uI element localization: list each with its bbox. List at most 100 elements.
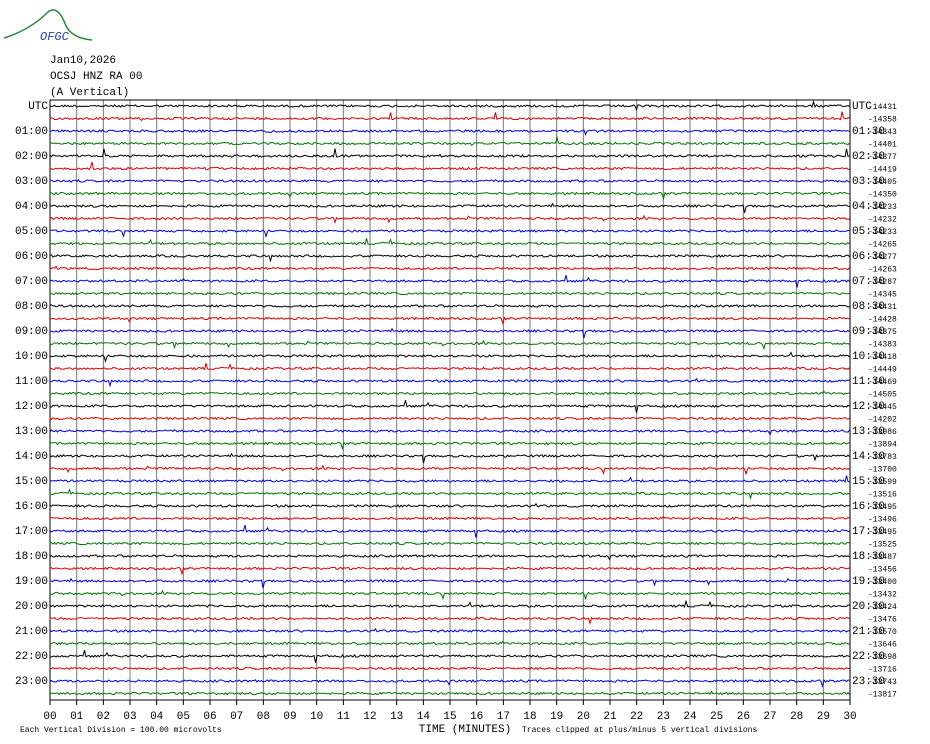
trace xyxy=(49,274,850,288)
title-line: Jan10,2026 xyxy=(50,55,116,67)
trace xyxy=(49,129,850,136)
trace xyxy=(49,202,850,214)
left-time-label: 12:00 xyxy=(15,401,48,413)
trace xyxy=(49,577,850,589)
right-time-label: 19:30 xyxy=(852,576,885,588)
left-time-label: 09:00 xyxy=(15,326,48,338)
x-tick-label: 02 xyxy=(97,711,110,723)
note: Each Vertical Division = 100.00 microvol… xyxy=(20,726,222,735)
left-time-label: 10:00 xyxy=(15,351,48,363)
right-time-label: 18:30 xyxy=(852,551,885,563)
left-time-label: 19:00 xyxy=(15,576,48,588)
row-offset: -14265 xyxy=(868,241,897,250)
left-time-label: 16:00 xyxy=(15,501,48,513)
right-time-label: 07:30 xyxy=(852,276,885,288)
trace xyxy=(49,452,850,464)
trace xyxy=(49,678,850,689)
left-time-label: 20:00 xyxy=(15,601,48,613)
x-tick-label: 24 xyxy=(683,711,697,723)
trace xyxy=(49,488,850,501)
row-offset: -13570 xyxy=(868,628,897,637)
trace xyxy=(49,690,850,696)
trace xyxy=(49,339,850,351)
row-offset: -13456 xyxy=(868,566,897,575)
trace xyxy=(49,566,850,576)
trace xyxy=(49,265,850,271)
trace xyxy=(49,627,850,633)
row-offset: -13894 xyxy=(868,441,897,450)
right-time-label: 08:30 xyxy=(852,301,885,313)
right-time-label: 20:30 xyxy=(852,601,885,613)
row-offset: -14419 xyxy=(868,166,897,175)
trace xyxy=(49,502,850,508)
right-time-label: 12:30 xyxy=(852,401,885,413)
x-tick-label: 11 xyxy=(337,711,351,723)
left-time-label: 23:00 xyxy=(15,676,48,688)
row-offset: -14375 xyxy=(868,328,897,337)
row-offset: -13716 xyxy=(868,666,897,675)
row-offset: -13698 xyxy=(868,653,897,662)
trace xyxy=(49,600,850,609)
row-offset: -14469 xyxy=(868,378,897,387)
title-line: (A Vertical) xyxy=(50,87,129,99)
trace xyxy=(49,554,850,561)
row-offset: -14431 xyxy=(868,303,897,312)
row-offset: -13496 xyxy=(868,516,897,525)
row-offset: -13700 xyxy=(868,466,897,475)
right-time-label: 05:30 xyxy=(852,226,885,238)
right-time-label: 13:30 xyxy=(852,426,885,438)
trace xyxy=(49,191,850,201)
row-offset: -13783 xyxy=(868,453,897,462)
row-offset: -14505 xyxy=(868,391,897,400)
right-time-label: 16:30 xyxy=(852,501,885,513)
x-tick-label: 00 xyxy=(43,711,56,723)
right-time-label: 09:30 xyxy=(852,326,885,338)
right-time-label: 04:30 xyxy=(852,201,885,213)
x-tick-label: 12 xyxy=(363,711,376,723)
row-offset: -13525 xyxy=(868,541,897,550)
trace xyxy=(49,399,850,413)
left-time-label: UTC xyxy=(28,101,48,113)
trace xyxy=(49,441,850,451)
row-offset: -13646 xyxy=(868,641,897,650)
trace xyxy=(49,304,850,308)
x-tick-label: 05 xyxy=(177,711,190,723)
x-tick-label: 17 xyxy=(497,711,510,723)
trace xyxy=(49,515,850,521)
note: Traces clipped at plus/minus 5 vertical … xyxy=(522,726,757,735)
x-tick-label: 03 xyxy=(123,711,136,723)
left-time-label: 08:00 xyxy=(15,301,48,313)
trace xyxy=(49,100,850,112)
right-time-label: 17:30 xyxy=(852,526,885,538)
right-time-label: 01:30 xyxy=(852,126,885,138)
row-offset: -13516 xyxy=(868,491,897,500)
row-offset: -14431 xyxy=(868,103,897,112)
row-offset: -14383 xyxy=(868,341,897,350)
left-time-label: 22:00 xyxy=(15,651,48,663)
row-offset: -13400 xyxy=(868,578,897,587)
trace xyxy=(49,135,850,146)
row-offset: -14345 xyxy=(868,291,897,300)
trace xyxy=(49,475,850,484)
row-offset: -14445 xyxy=(868,403,897,412)
right-time-label: 10:30 xyxy=(852,351,885,363)
x-tick-label: 28 xyxy=(790,711,803,723)
trace xyxy=(49,541,850,546)
x-tick-label: 18 xyxy=(523,711,536,723)
row-offset: -14350 xyxy=(868,191,897,200)
row-offset: -14202 xyxy=(868,416,897,425)
trace xyxy=(49,327,850,339)
left-time-label: 05:00 xyxy=(15,226,48,238)
left-time-label: 13:00 xyxy=(15,426,48,438)
row-offset: -13476 xyxy=(868,616,897,625)
trace xyxy=(49,429,850,436)
x-tick-label: 14 xyxy=(417,711,431,723)
trace xyxy=(49,416,850,421)
left-time-label: 14:00 xyxy=(15,451,48,463)
title-line: OCSJ HNZ RA 00 xyxy=(50,71,142,83)
x-tick-label: 23 xyxy=(657,711,670,723)
right-time-label: 14:30 xyxy=(852,451,885,463)
right-time-label: 11:30 xyxy=(852,376,885,388)
trace xyxy=(49,524,850,538)
